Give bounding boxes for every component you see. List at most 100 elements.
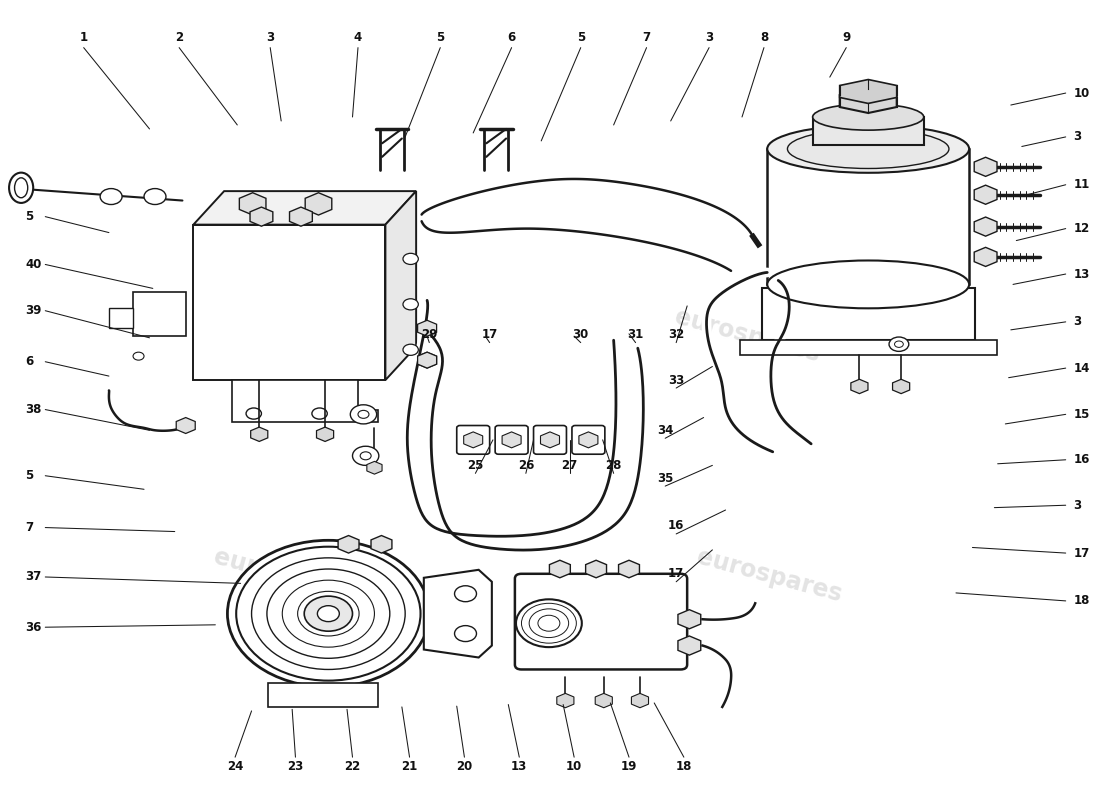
Text: 5: 5 xyxy=(576,30,585,44)
Polygon shape xyxy=(762,288,975,340)
Polygon shape xyxy=(289,207,312,226)
Circle shape xyxy=(516,599,582,647)
Text: 3: 3 xyxy=(1074,315,1081,328)
Text: 9: 9 xyxy=(843,30,850,44)
Text: 17: 17 xyxy=(668,567,684,580)
Text: 21: 21 xyxy=(402,760,418,774)
Text: eurospares: eurospares xyxy=(189,290,340,351)
Text: 24: 24 xyxy=(227,760,243,774)
Polygon shape xyxy=(579,432,598,448)
Text: 25: 25 xyxy=(468,459,484,472)
Polygon shape xyxy=(892,379,910,394)
Text: 8: 8 xyxy=(760,30,768,44)
Text: 5: 5 xyxy=(437,30,444,44)
Text: 36: 36 xyxy=(25,621,42,634)
Text: 5: 5 xyxy=(25,470,34,482)
Circle shape xyxy=(305,596,352,631)
Text: 37: 37 xyxy=(25,570,42,583)
Polygon shape xyxy=(678,610,701,629)
Text: 17: 17 xyxy=(1074,546,1090,559)
Text: 35: 35 xyxy=(657,472,673,485)
Circle shape xyxy=(894,341,903,347)
Text: 13: 13 xyxy=(512,760,527,774)
Text: 26: 26 xyxy=(518,459,534,472)
Text: 10: 10 xyxy=(1074,86,1090,99)
Polygon shape xyxy=(418,352,437,368)
Polygon shape xyxy=(371,535,392,553)
Text: eurospares: eurospares xyxy=(672,306,823,367)
Circle shape xyxy=(889,337,909,351)
Text: 18: 18 xyxy=(1074,594,1090,607)
Polygon shape xyxy=(585,560,606,578)
Polygon shape xyxy=(540,432,560,448)
Polygon shape xyxy=(678,636,701,655)
Circle shape xyxy=(454,586,476,602)
Ellipse shape xyxy=(9,173,33,203)
Polygon shape xyxy=(768,149,969,285)
Circle shape xyxy=(403,254,418,265)
Text: 1: 1 xyxy=(79,30,88,44)
Text: 7: 7 xyxy=(642,30,650,44)
Text: 38: 38 xyxy=(25,403,42,416)
Text: eurospares: eurospares xyxy=(694,545,845,606)
Text: 39: 39 xyxy=(25,304,42,318)
Text: 32: 32 xyxy=(668,328,684,341)
Polygon shape xyxy=(839,89,896,113)
Circle shape xyxy=(352,446,378,466)
FancyBboxPatch shape xyxy=(109,308,133,328)
Text: 15: 15 xyxy=(1074,408,1090,421)
Polygon shape xyxy=(305,193,332,215)
Text: 3: 3 xyxy=(1074,498,1081,512)
Polygon shape xyxy=(618,560,639,578)
Text: 16: 16 xyxy=(1074,454,1090,466)
Text: 40: 40 xyxy=(25,258,42,271)
Circle shape xyxy=(318,606,339,622)
Polygon shape xyxy=(595,694,613,708)
Text: 27: 27 xyxy=(562,459,578,472)
Polygon shape xyxy=(464,432,483,448)
Circle shape xyxy=(403,344,418,355)
Ellipse shape xyxy=(768,261,969,308)
Text: eurospares: eurospares xyxy=(211,545,362,606)
Text: 34: 34 xyxy=(657,424,673,437)
Polygon shape xyxy=(240,193,266,215)
Polygon shape xyxy=(251,427,267,442)
Text: 3: 3 xyxy=(1074,130,1081,143)
Circle shape xyxy=(100,189,122,205)
Polygon shape xyxy=(975,247,997,266)
Text: 28: 28 xyxy=(605,459,621,472)
Polygon shape xyxy=(268,683,377,707)
Polygon shape xyxy=(366,462,382,474)
Polygon shape xyxy=(424,570,492,658)
Polygon shape xyxy=(194,191,416,225)
FancyBboxPatch shape xyxy=(515,574,688,670)
Text: 29: 29 xyxy=(421,328,438,341)
Circle shape xyxy=(133,352,144,360)
Polygon shape xyxy=(631,694,649,708)
Text: 5: 5 xyxy=(25,210,34,223)
Circle shape xyxy=(360,452,371,460)
Polygon shape xyxy=(232,380,377,422)
Circle shape xyxy=(403,298,418,310)
Polygon shape xyxy=(385,191,416,380)
Text: 19: 19 xyxy=(620,760,637,774)
Text: 12: 12 xyxy=(1074,222,1090,235)
Text: 14: 14 xyxy=(1074,362,1090,374)
Polygon shape xyxy=(418,352,437,368)
FancyBboxPatch shape xyxy=(495,426,528,454)
Text: 6: 6 xyxy=(507,30,516,44)
FancyBboxPatch shape xyxy=(456,426,490,454)
Text: 20: 20 xyxy=(456,760,473,774)
Text: 10: 10 xyxy=(566,760,582,774)
Polygon shape xyxy=(851,379,868,394)
Text: 11: 11 xyxy=(1074,178,1090,191)
Text: 4: 4 xyxy=(354,30,362,44)
Polygon shape xyxy=(975,217,997,236)
Text: 17: 17 xyxy=(482,328,498,341)
Text: 23: 23 xyxy=(287,760,304,774)
Polygon shape xyxy=(549,560,570,578)
FancyBboxPatch shape xyxy=(572,426,605,454)
Text: 13: 13 xyxy=(1074,267,1090,281)
Polygon shape xyxy=(176,418,195,434)
Polygon shape xyxy=(557,694,574,708)
